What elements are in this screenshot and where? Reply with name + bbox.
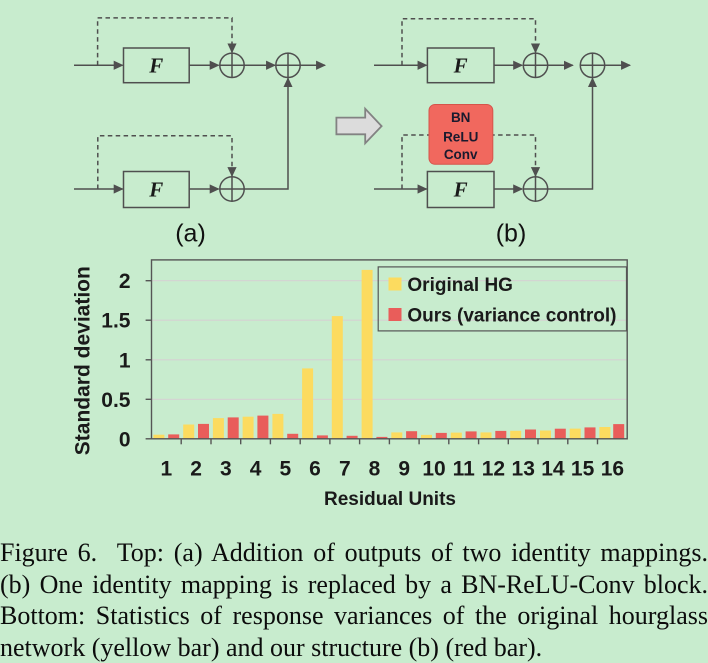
svg-text:Residual Units: Residual Units [324,489,456,510]
svg-text:Conv: Conv [444,147,478,162]
svg-text:10: 10 [422,457,445,480]
svg-text:11: 11 [453,457,476,480]
svg-text:15: 15 [571,457,595,480]
svg-text:13: 13 [512,457,535,480]
svg-text:0: 0 [119,428,131,451]
svg-text:BN: BN [451,110,471,125]
svg-text:F: F [453,177,468,201]
svg-text:(a): (a) [175,220,206,248]
svg-text:F: F [453,54,468,78]
svg-text:2: 2 [190,457,202,480]
svg-text:(b): (b) [496,220,527,248]
svg-text:Ours (variance control): Ours (variance control) [407,305,616,326]
svg-text:F: F [148,177,163,201]
svg-text:F: F [148,54,163,78]
svg-text:7: 7 [339,457,351,480]
svg-text:6: 6 [309,457,321,480]
svg-text:2: 2 [119,270,131,293]
svg-text:0.5: 0.5 [101,389,131,412]
svg-text:1.5: 1.5 [101,310,131,333]
svg-text:9: 9 [398,457,410,480]
svg-text:1: 1 [119,349,131,372]
svg-text:4: 4 [250,457,262,480]
svg-text:12: 12 [482,457,505,480]
svg-text:3: 3 [220,457,232,480]
svg-text:ReLU: ReLU [443,129,478,144]
svg-text:5: 5 [279,457,291,480]
svg-text:Standard deviation: Standard deviation [72,266,95,455]
svg-text:8: 8 [369,457,381,480]
svg-text:Original HG: Original HG [407,275,513,296]
svg-text:16: 16 [601,457,624,480]
svg-text:14: 14 [541,457,565,480]
svg-text:1: 1 [161,457,173,480]
